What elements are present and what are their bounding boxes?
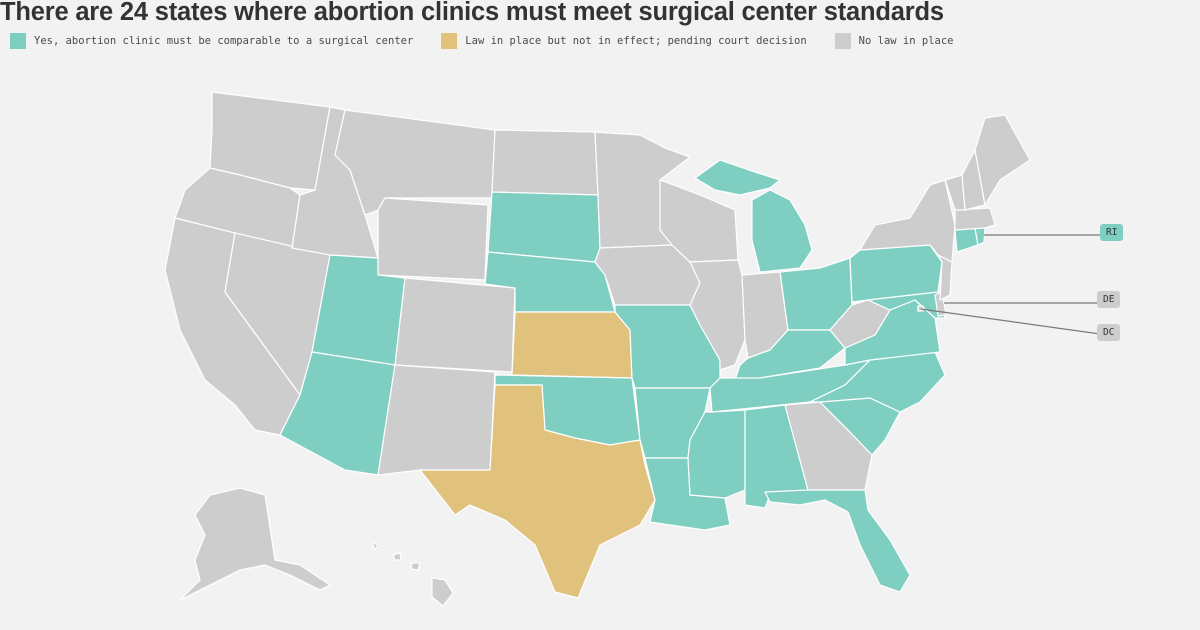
legend-swatch-yes — [10, 33, 26, 49]
callout-label-dc: DC — [1097, 324, 1121, 341]
state-ny[interactable] — [859, 179, 956, 263]
state-sd[interactable] — [487, 191, 601, 263]
state-ct[interactable] — [954, 227, 979, 253]
callout-text-ri: RI — [1106, 227, 1118, 238]
state-ks[interactable] — [511, 311, 633, 379]
state-ky[interactable] — [734, 329, 846, 381]
legend-label-yes: Yes, abortion clinic must be comparable … — [34, 35, 414, 47]
state-nc[interactable] — [809, 351, 946, 413]
callout-line-dc — [920, 308, 1101, 335]
state-mi[interactable] — [694, 159, 813, 273]
state-dc[interactable] — [917, 305, 924, 312]
state-il[interactable] — [689, 259, 746, 371]
callout-label-ri: RI — [1100, 224, 1124, 241]
legend-item-none: No law in place — [834, 33, 954, 49]
state-tx[interactable] — [419, 384, 656, 599]
page-title: There are 24 states where abortion clini… — [0, 0, 944, 26]
callout-label-de: DE — [1097, 291, 1121, 308]
state-co[interactable] — [394, 277, 516, 373]
legend-label-pending: Law in place but not in effect; pending … — [465, 35, 807, 47]
state-fl[interactable] — [764, 489, 911, 593]
legend-item-yes: Yes, abortion clinic must be comparable … — [10, 33, 413, 49]
state-de[interactable] — [934, 291, 947, 317]
callout-text-de: DE — [1103, 294, 1115, 305]
callout-text-dc: DC — [1103, 327, 1115, 338]
state-nd[interactable] — [491, 129, 599, 196]
legend-swatch-pending — [441, 33, 458, 49]
state-ak[interactable] — [179, 487, 331, 601]
state-md[interactable] — [867, 291, 946, 319]
state-hi[interactable] — [371, 541, 454, 607]
legend-swatch-none — [834, 33, 851, 49]
state-nm[interactable] — [377, 364, 496, 476]
state-ma[interactable] — [954, 207, 996, 231]
legend: Yes, abortion clinic must be comparable … — [10, 33, 982, 49]
legend-label-none: No law in place — [858, 35, 954, 47]
state-me[interactable] — [974, 114, 1031, 206]
legend-item-pending: Law in place but not in effect; pending … — [441, 33, 807, 49]
state-wy[interactable] — [377, 197, 489, 281]
